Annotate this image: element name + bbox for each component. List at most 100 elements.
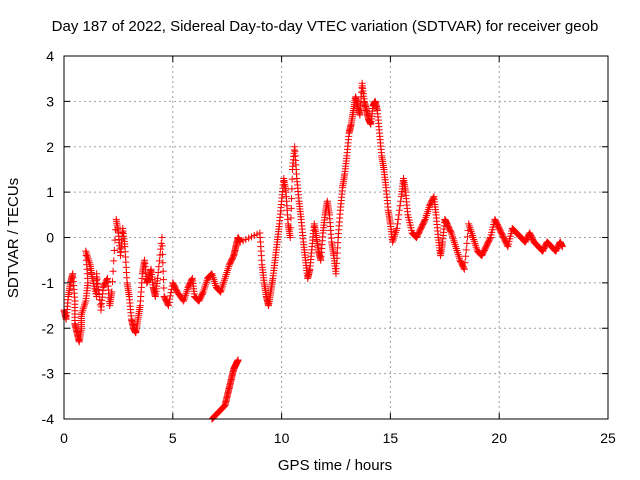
data-point-interp: [110, 257, 118, 265]
data-point-interp: [159, 259, 167, 267]
data-point-interp: [454, 248, 462, 256]
data-point-interp: [447, 228, 455, 236]
data-point-interp: [159, 250, 167, 258]
data-point: [452, 243, 460, 251]
y-tick-label: 1: [46, 184, 54, 200]
data-point-interp: [470, 235, 478, 243]
data-point-interp: [202, 280, 210, 288]
data-point-interp: [81, 299, 89, 307]
data-point-interp: [159, 267, 167, 275]
data-point-interp: [95, 285, 103, 293]
x-axis-ticks: 0 5 10 15 20 25: [60, 56, 616, 446]
data-point: [234, 356, 242, 364]
data-point-interp: [462, 252, 470, 260]
data-point-interp: [287, 224, 295, 232]
data-point-interp: [455, 252, 463, 260]
data-point-interp: [395, 206, 403, 214]
y-tick-label: -3: [42, 366, 55, 382]
data-point-interp: [78, 309, 86, 317]
data-point-interp: [421, 217, 429, 225]
data-point-interp: [219, 280, 227, 288]
data-point-interp: [461, 259, 469, 267]
data-point-interp: [201, 284, 209, 292]
data-point-interp: [166, 295, 174, 303]
data-point-interp: [472, 241, 480, 249]
data-point-interp: [201, 282, 209, 290]
data-point-interp: [166, 292, 174, 300]
data-point: [460, 265, 468, 273]
x-axis-title: GPS time / hours: [278, 457, 392, 474]
y-axis-title: SDTVAR / TECUs: [5, 178, 22, 298]
x-tick-label: 25: [600, 430, 616, 446]
data-point-interp: [165, 298, 173, 306]
data-point-interp: [111, 236, 119, 244]
data-point-interp: [157, 245, 165, 253]
data-point-interp: [224, 267, 232, 275]
data-point-interp: [471, 239, 479, 247]
data-point-interp: [154, 269, 162, 277]
data-point-interp: [81, 301, 89, 309]
data-point-interp: [392, 226, 400, 234]
data-point-interp: [80, 303, 88, 311]
data-point-interp: [465, 222, 473, 230]
y-tick-label: -2: [42, 320, 55, 336]
data-point-interp: [167, 289, 175, 297]
x-tick-label: 10: [274, 430, 290, 446]
data-point-interp: [468, 230, 476, 238]
y-tick-label: 4: [46, 48, 54, 64]
data-point: [82, 247, 90, 255]
data-point-interp: [288, 185, 296, 193]
data-point: [164, 302, 172, 310]
data-point-interp: [222, 270, 230, 278]
data-point-interp: [422, 211, 430, 219]
x-tick-label: 15: [383, 430, 399, 446]
data-point-interp: [503, 241, 511, 249]
data-point-interp: [188, 276, 196, 284]
data-point-interp: [109, 267, 117, 275]
data-point-interp: [93, 275, 101, 283]
data-point-interp: [423, 210, 431, 218]
data-point-interp: [460, 264, 468, 272]
data-point-interp: [396, 202, 404, 210]
y-axis-ticks: -4 -3 -2 -1 0 1 2 3 4: [42, 48, 608, 427]
data-point-interp: [453, 246, 461, 254]
data-point-interp: [224, 265, 232, 273]
data-point-interp: [392, 228, 400, 236]
data-point: [221, 274, 229, 282]
data-point-interp: [397, 197, 405, 205]
data-point: [93, 270, 101, 278]
data-point: [469, 234, 477, 241]
x-tick-label: 5: [169, 430, 177, 446]
data-point-interp: [84, 253, 92, 261]
data-point: [108, 288, 116, 296]
data-point: [393, 224, 401, 232]
data-point-interp: [210, 278, 218, 286]
data-point: [77, 311, 85, 319]
x-tick-label: 0: [60, 430, 68, 446]
data-point: [154, 274, 162, 282]
data-point-interp: [468, 232, 476, 240]
data-point: [558, 243, 566, 251]
data-point-interp: [486, 235, 494, 243]
data-point-interp: [288, 175, 296, 183]
data-point-interp: [287, 214, 295, 222]
data-point-interp: [199, 289, 207, 297]
y-tick-label: -1: [42, 275, 55, 291]
data-point-interp: [108, 278, 116, 286]
data-point-interp: [223, 269, 231, 277]
data-point-interp: [83, 251, 91, 259]
data-point-interp: [452, 245, 460, 253]
data-point-interp: [424, 206, 432, 214]
data-point-interp: [159, 276, 167, 284]
data-point-interp: [183, 287, 191, 295]
data-point-interp: [94, 280, 102, 288]
data-point-interp: [449, 235, 457, 243]
data-point: [158, 234, 166, 241]
data-point-interp: [429, 194, 437, 202]
data-point-interp: [158, 242, 166, 250]
y-tick-label: 0: [46, 230, 54, 246]
data-point-interp: [467, 228, 475, 236]
data-point-interp: [449, 233, 457, 241]
data-point-interp: [450, 237, 458, 245]
